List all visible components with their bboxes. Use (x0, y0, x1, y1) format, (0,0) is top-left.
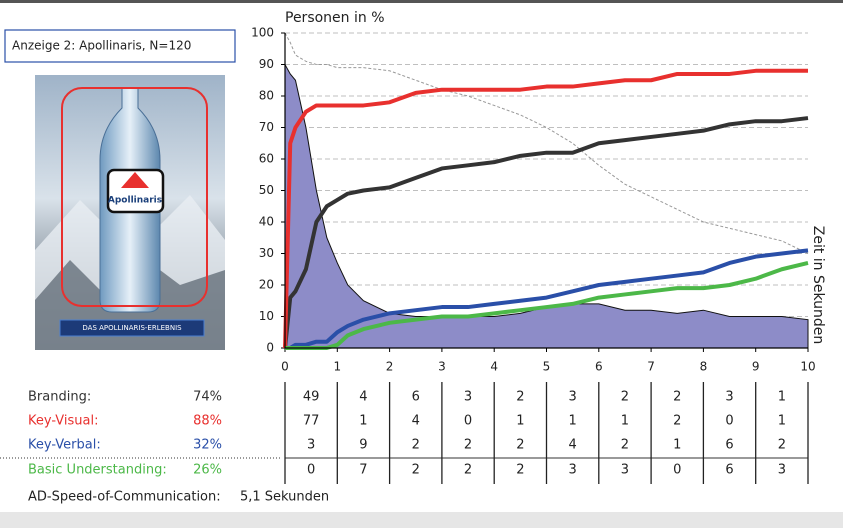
table-cell: 4 (359, 390, 367, 405)
x-tick-label: 1 (333, 360, 341, 374)
table-cell: 77 (303, 414, 320, 429)
y-tick-label: 70 (259, 120, 274, 134)
table-cell: 2 (621, 438, 629, 453)
table-cell: 0 (673, 463, 681, 478)
table-cell: 2 (673, 414, 681, 429)
brand-text: Apollinaris (108, 196, 162, 206)
table-cell: 3 (621, 463, 629, 478)
table-cell: 3 (778, 463, 786, 478)
x-tick-label: 4 (490, 360, 498, 374)
table-cell: 2 (464, 463, 472, 478)
x-tick-label: 5 (543, 360, 551, 374)
row-label: Basic Understanding: (28, 463, 167, 478)
table-cell: 2 (412, 463, 420, 478)
x-tick-label: 8 (700, 360, 708, 374)
top-rule (0, 0, 843, 3)
table-cell: 1 (778, 414, 786, 429)
row-label: Branding: (28, 390, 91, 405)
table-cell: 1 (778, 390, 786, 405)
table-cell: 2 (412, 438, 420, 453)
table-cell: 3 (307, 438, 315, 453)
table-cell: 2 (464, 438, 472, 453)
ad-image: Apollinaris DAS APOLLINARIS-ERLEBNIS (35, 75, 225, 350)
x-tick-label: 10 (800, 360, 815, 374)
table-cell: 4 (412, 414, 420, 429)
ad-label: Anzeige 2: Apollinaris, N=120 (12, 39, 191, 53)
x-tick-label: 9 (752, 360, 760, 374)
table-cell: 1 (673, 438, 681, 453)
banner-text: DAS APOLLINARIS-ERLEBNIS (82, 324, 182, 332)
footer-label: AD-Speed-of-Communication: (28, 490, 221, 505)
table-cell: 4 (569, 438, 577, 453)
y-tick-label: 20 (259, 278, 274, 292)
x-tick-label: 6 (595, 360, 603, 374)
row-percent: 32% (193, 438, 222, 453)
row-percent: 74% (193, 390, 222, 405)
y-tick-label: 40 (259, 215, 274, 229)
x-tick-label: 3 (438, 360, 446, 374)
table-cell: 2 (673, 390, 681, 405)
table-cell: 1 (359, 414, 367, 429)
y-tick-label: 100 (251, 26, 274, 40)
y-tick-label: 90 (259, 57, 274, 71)
x-tick-label: 2 (386, 360, 394, 374)
table-cell: 6 (412, 390, 420, 405)
footer-value: 5,1 Sekunden (240, 490, 329, 505)
table-cell: 9 (359, 438, 367, 453)
table-cell: 6 (725, 438, 733, 453)
y-tick-label: 80 (259, 89, 274, 103)
x-tick-label: 7 (647, 360, 655, 374)
table-cell: 2 (516, 390, 524, 405)
table-cell: 3 (725, 390, 733, 405)
table-cell: 6 (725, 463, 733, 478)
table-cell: 49 (303, 390, 320, 405)
table-cell: 3 (569, 390, 577, 405)
y-tick-label: 0 (266, 341, 274, 355)
table-cell: 0 (725, 414, 733, 429)
table-cell: 7 (359, 463, 367, 478)
y-tick-label: 30 (259, 246, 274, 260)
y-tick-label: 60 (259, 152, 274, 166)
table-cell: 2 (516, 438, 524, 453)
table-cell: 0 (307, 463, 315, 478)
row-percent: 88% (193, 414, 222, 429)
page: Anzeige 2: Apollinaris, N=120 Apollinari… (0, 0, 843, 528)
y-axis-label: Personen in % (285, 10, 385, 26)
table-cell: 1 (516, 414, 524, 429)
row-label: Key-Verbal: (28, 438, 101, 453)
table-cell: 2 (778, 438, 786, 453)
table-cell: 3 (569, 463, 577, 478)
y-tick-label: 10 (259, 309, 274, 323)
table-cell: 2 (516, 463, 524, 478)
table-cell: 0 (464, 414, 472, 429)
table-cell: 1 (621, 414, 629, 429)
bottom-band (0, 512, 843, 528)
y-tick-label: 50 (259, 183, 274, 197)
table-cell: 2 (621, 390, 629, 405)
row-percent: 26% (193, 463, 222, 478)
dashed-line (285, 33, 808, 254)
table-cell: 1 (569, 414, 577, 429)
row-label: Key-Visual: (28, 414, 98, 429)
x-axis-label: Zeit in Sekunden (810, 226, 826, 345)
x-tick-label: 0 (281, 360, 289, 374)
table-cell: 3 (464, 390, 472, 405)
